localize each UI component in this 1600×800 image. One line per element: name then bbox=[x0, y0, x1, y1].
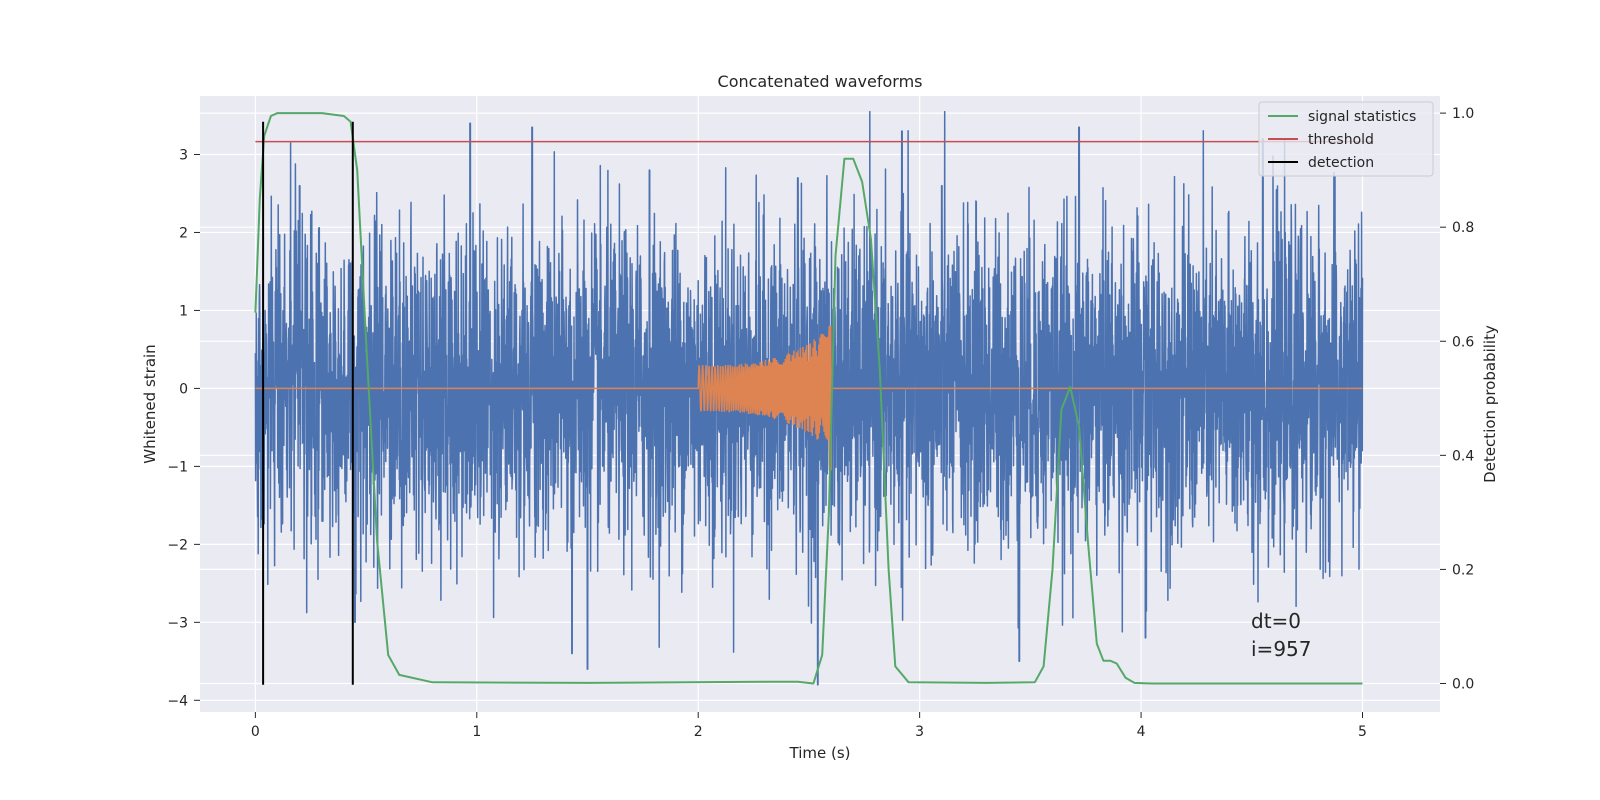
x-axis-label: Time (s) bbox=[789, 744, 851, 762]
y2-tick-label: 0.4 bbox=[1452, 448, 1474, 464]
y2-axis-label: Detection probability bbox=[1481, 325, 1499, 483]
annotation-i: i=957 bbox=[1251, 637, 1312, 661]
y-tick-label: 2 bbox=[179, 225, 188, 241]
legend-label-threshold: threshold bbox=[1308, 132, 1374, 148]
x-tick-label: 2 bbox=[694, 724, 703, 740]
y2-tick-label: 1.0 bbox=[1452, 106, 1474, 122]
y2-tick-label: 0.6 bbox=[1452, 334, 1474, 350]
y-axis-ticks: −4 −3 −2 −1 0 1 2 3 bbox=[167, 147, 200, 709]
y-tick-label: −1 bbox=[167, 459, 188, 475]
y2-tick-label: 0.0 bbox=[1452, 676, 1474, 692]
signal-statistics-series bbox=[254, 112, 1363, 685]
y-tick-label: 3 bbox=[179, 147, 188, 163]
x-tick-label: 1 bbox=[472, 724, 481, 740]
x-tick-label: 5 bbox=[1358, 724, 1367, 740]
y-axis-label: Whitened strain bbox=[141, 344, 159, 463]
y-tick-label: 1 bbox=[179, 303, 188, 319]
y-tick-label: −4 bbox=[167, 693, 188, 709]
y-tick-label: −3 bbox=[167, 615, 188, 631]
legend: signal statistics threshold detection bbox=[1258, 101, 1434, 177]
legend-label-detection: detection bbox=[1308, 155, 1374, 171]
annotation-dt: dt=0 bbox=[1251, 609, 1301, 633]
legend-label-signal-statistics: signal statistics bbox=[1308, 109, 1416, 125]
x-axis-ticks: 0 1 2 3 4 5 bbox=[251, 712, 1367, 740]
y2-tick-label: 0.8 bbox=[1452, 220, 1474, 236]
waveform-line bbox=[255, 325, 1363, 471]
y2-tick-label: 0.2 bbox=[1452, 562, 1474, 578]
signal-statistics-line bbox=[254, 112, 1363, 685]
legend-box bbox=[1258, 101, 1434, 177]
y2-axis-ticks: 0.0 0.2 0.4 0.6 0.8 1.0 bbox=[1440, 106, 1474, 692]
x-tick-label: 4 bbox=[1137, 724, 1146, 740]
y-tick-label: 0 bbox=[179, 381, 188, 397]
y-tick-label: −2 bbox=[167, 537, 188, 553]
chart-title: Concatenated waveforms bbox=[718, 72, 923, 91]
x-tick-label: 3 bbox=[915, 724, 924, 740]
waveform-series bbox=[255, 325, 1363, 471]
detection-series bbox=[262, 121, 354, 685]
x-tick-label: 0 bbox=[251, 724, 260, 740]
